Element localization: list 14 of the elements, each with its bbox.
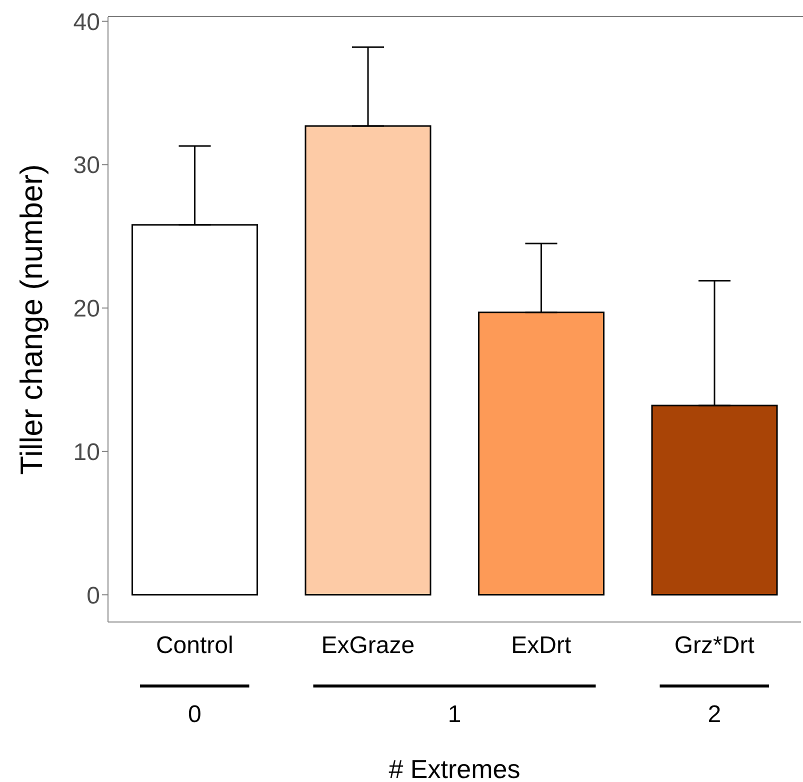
text: 2 — [708, 701, 722, 728]
x-tick-label: ExGraze — [321, 632, 415, 660]
text: 0 — [188, 701, 202, 728]
y-axis-title: Tiller change (number) — [14, 164, 50, 475]
x-tick-label: Grz*Drt — [674, 632, 755, 660]
text: 1 — [448, 701, 462, 728]
y-tick-label: 40 — [73, 8, 100, 36]
y-tick-label: 0 — [86, 582, 100, 610]
x-tick-label: Control — [156, 632, 234, 660]
y-tick-label: 30 — [73, 152, 100, 180]
x-tick-label: ExDrt — [511, 632, 572, 660]
y-tick-label: 20 — [73, 296, 100, 323]
y-tick-label: 10 — [73, 438, 100, 466]
x-axis-title: # Extremes — [388, 754, 520, 782]
